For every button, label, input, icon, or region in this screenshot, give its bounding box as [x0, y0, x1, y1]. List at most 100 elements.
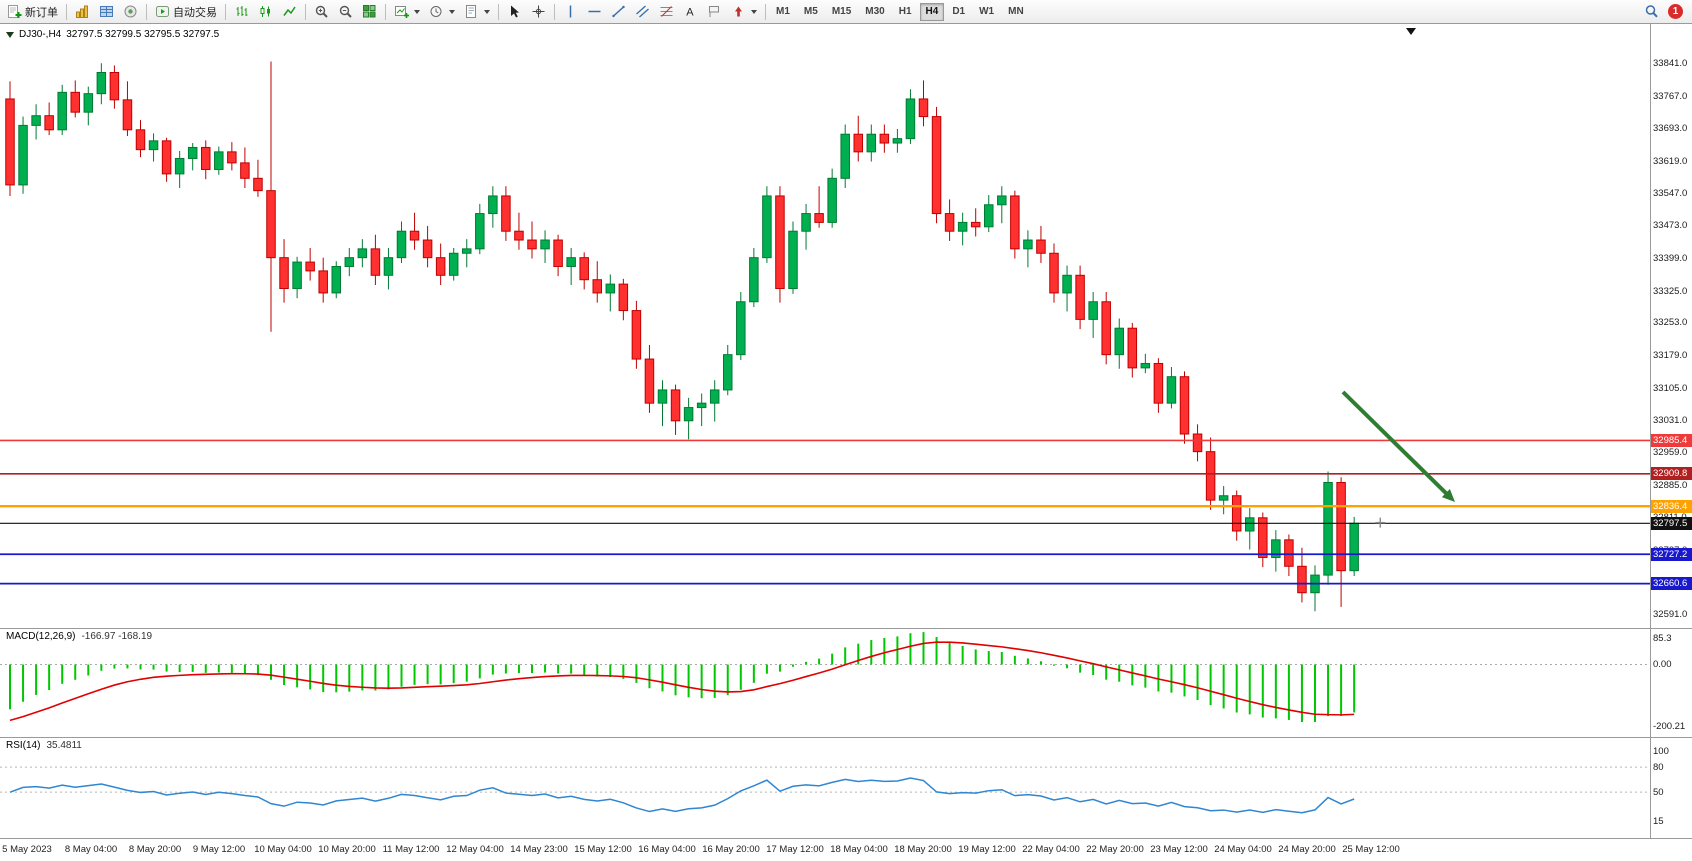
candle-body [1284, 539, 1294, 567]
periods-button[interactable] [425, 2, 459, 22]
macd-label: MACD(12,26,9) -166.97 -168.19 [6, 631, 153, 642]
bar-chart-type-button[interactable] [230, 2, 253, 22]
zoom-in-button[interactable] [310, 2, 333, 22]
tile-windows-icon [363, 5, 376, 18]
price-level-label: 32660.6 [1651, 577, 1692, 591]
timeframe-d1[interactable]: D1 [946, 3, 971, 21]
arrows-button[interactable] [727, 2, 761, 22]
new-chart-button[interactable] [390, 2, 424, 22]
timeframe-mn[interactable]: MN [1002, 3, 1030, 21]
trend-arrow [1341, 390, 1450, 498]
panel-divider[interactable] [0, 628, 1692, 629]
new-order-label: 新订单 [25, 6, 58, 19]
templates-button[interactable] [460, 2, 494, 22]
one-click-trading-icon[interactable] [6, 31, 14, 38]
candle-body [644, 358, 655, 404]
price-tick-label: 33253.0 [1653, 317, 1688, 329]
price-level-label: 32797.5 [1651, 516, 1692, 530]
candle-body [266, 190, 276, 259]
vertical-line-button[interactable] [559, 2, 582, 22]
timeframe-m5[interactable]: M5 [798, 3, 824, 21]
price-tick-label: 33179.0 [1653, 350, 1688, 362]
panel-divider[interactable] [0, 737, 1692, 738]
candle-body [931, 116, 942, 215]
quotes-icon [100, 6, 113, 17]
timeframe-m1[interactable]: M1 [770, 3, 796, 21]
candle-body [488, 195, 498, 215]
price-tick-label: 33031.0 [1653, 415, 1688, 427]
macd-panel-chart[interactable] [0, 629, 1650, 737]
rsi-panel-chart[interactable] [0, 738, 1650, 838]
candle-body [514, 230, 524, 241]
channel-button[interactable] [631, 2, 654, 22]
horizontal-line-button[interactable] [583, 2, 606, 22]
candle-body [161, 140, 172, 175]
candle-body [435, 257, 446, 276]
rsi-line [9, 777, 1355, 814]
timeframe-h4[interactable]: H4 [919, 2, 945, 21]
search-icon [1645, 5, 1658, 18]
candle-body [657, 389, 668, 404]
timeframe-h1[interactable]: H1 [893, 3, 918, 21]
trendline-button[interactable] [607, 2, 630, 22]
line-chart-type-button[interactable] [278, 2, 301, 22]
cursor-button[interactable] [503, 2, 526, 22]
candle-body [592, 279, 602, 294]
candle-body [370, 248, 381, 276]
tile-windows-button[interactable] [358, 2, 381, 22]
svg-text:A: A [686, 7, 694, 19]
candle-body [1023, 239, 1033, 250]
timeframe-m15[interactable]: M15 [826, 3, 857, 21]
date-label: 17 May 12:00 [766, 844, 824, 855]
candle-body [1166, 376, 1177, 404]
toolbar-separator [765, 3, 766, 20]
candlestick-type-button[interactable] [254, 2, 277, 22]
text-icon: A [686, 7, 694, 19]
candle-body [201, 146, 211, 170]
candle-body [788, 230, 798, 290]
price-chart[interactable] [0, 24, 1650, 628]
timeframe-m30[interactable]: M30 [859, 3, 890, 21]
zoom-out-button[interactable] [334, 2, 357, 22]
charts-button[interactable] [71, 2, 94, 22]
rsi-axis-label: 50 [1653, 787, 1664, 799]
community-button[interactable] [119, 2, 142, 22]
candle-body [174, 157, 185, 175]
crosshair-button[interactable] [527, 2, 550, 22]
quotes-button[interactable] [95, 2, 118, 22]
arrow-tool-icon [735, 6, 742, 17]
date-label: 12 May 04:00 [446, 844, 504, 855]
candle-body [1075, 274, 1085, 320]
symbol-period-label: DJ30-,H4 [19, 29, 62, 40]
text-label-button[interactable] [703, 2, 726, 22]
chart-area[interactable]: DJ30-,H4 32797.5 32799.5 32795.5 32797.5… [0, 24, 1692, 861]
price-tick-label: 33105.0 [1653, 382, 1688, 394]
time-axis[interactable]: 5 May 2023 8 May 04:00 8 May 20:00 9 May 12… [0, 838, 1692, 861]
candle-body [970, 221, 981, 228]
candle-body [1297, 565, 1307, 594]
new-order-button[interactable]: 新订单 [3, 2, 62, 22]
candle-body [448, 252, 459, 276]
autotrading-button[interactable]: 自动交易 [151, 2, 221, 22]
chart-shift-marker-icon[interactable] [1406, 28, 1416, 35]
candle-body [214, 151, 224, 170]
autotrading-label: 自动交易 [173, 6, 217, 19]
clock-icon [430, 6, 442, 17]
timeframe-w1[interactable]: W1 [973, 3, 1000, 21]
chevron-down-icon [414, 9, 420, 14]
candle-body [253, 177, 263, 192]
candle-body [187, 146, 198, 159]
candle-body [57, 91, 67, 131]
channel-icon [636, 5, 649, 18]
price-axis-divider [1650, 24, 1651, 838]
candle-body [918, 98, 929, 118]
text-button[interactable]: A [679, 2, 702, 22]
candle-body [879, 133, 890, 144]
candle-body [462, 248, 472, 254]
candle-body [240, 162, 250, 179]
search-button[interactable] [1640, 2, 1663, 22]
toolbar-separator [385, 3, 386, 20]
notification-badge[interactable]: 1 [1668, 4, 1683, 19]
fibonacci-button[interactable] [655, 2, 678, 22]
new-chart-icon [395, 6, 409, 18]
